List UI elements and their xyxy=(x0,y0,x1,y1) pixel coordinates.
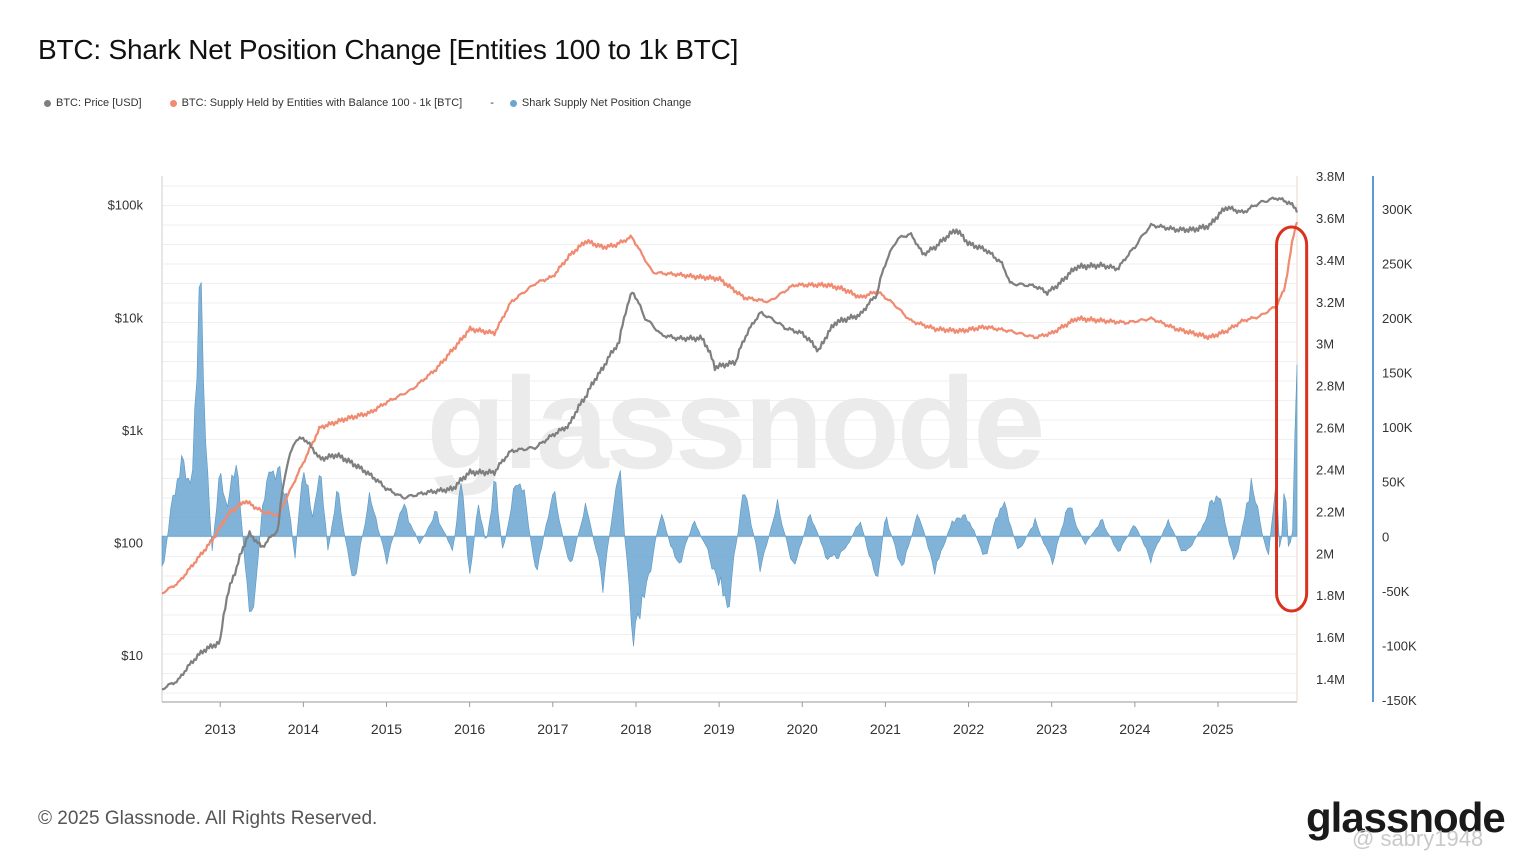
right-axis-1-tick-label: 1.4M xyxy=(1316,672,1345,687)
x-axis-tick-label: 2018 xyxy=(620,721,651,737)
legend-separator: - xyxy=(490,97,494,109)
legend-dot-netpos xyxy=(509,99,517,107)
legend-item-netpos[interactable]: Shark Supply Net Position Change xyxy=(509,97,692,109)
right-axis-1-tick-label: 2.4M xyxy=(1316,462,1345,477)
right-axis-2-tick-label: 50K xyxy=(1382,475,1405,490)
legend-label-price: BTC: Price [USD] xyxy=(56,97,142,109)
x-axis-tick-label: 2021 xyxy=(870,721,901,737)
right-axis-1-tick-label: 1.6M xyxy=(1316,630,1345,645)
x-axis-tick-label: 2022 xyxy=(953,721,984,737)
legend-item-supply[interactable]: BTC: Supply Held by Entities with Balanc… xyxy=(169,97,463,109)
right-axis-1-tick-label: 2.6M xyxy=(1316,421,1345,436)
legend-label-netpos: Shark Supply Net Position Change xyxy=(521,97,692,109)
x-axis-tick-label: 2023 xyxy=(1036,721,1067,737)
right-axis-2-tick-label: 300K xyxy=(1382,202,1413,217)
x-axis-tick-label: 2016 xyxy=(454,721,485,737)
left-axis-tick-label: $10 xyxy=(121,648,143,663)
chart-title: BTC: Shark Net Position Change [Entities… xyxy=(38,34,739,65)
legend-label-supply: BTC: Supply Held by Entities with Balanc… xyxy=(181,97,463,109)
copyright-footer: © 2025 Glassnode. All Rights Reserved. xyxy=(38,808,378,829)
right-axis-2-tick-label: -150K xyxy=(1382,693,1417,708)
user-watermark: @ sabry1948 xyxy=(1352,826,1484,851)
right-axis-2-tick-label: 250K xyxy=(1382,256,1413,271)
right-axis-1-tick-label: 3.4M xyxy=(1316,253,1345,268)
right-axis-2-tick-label: -50K xyxy=(1382,584,1410,599)
right-axis-1-tick-label: 1.8M xyxy=(1316,588,1345,603)
x-axis-tick-label: 2024 xyxy=(1119,721,1150,737)
right-axis-1-tick-label: 2.2M xyxy=(1316,504,1345,519)
x-axis-tick-label: 2019 xyxy=(704,721,735,737)
right-axis-2-tick-label: -100K xyxy=(1382,638,1417,653)
x-axis-tick-label: 2020 xyxy=(787,721,818,737)
right-axis-1-tick-label: 3.2M xyxy=(1316,295,1345,310)
x-axis-tick-label: 2015 xyxy=(371,721,402,737)
right-axis-2-tick-label: 150K xyxy=(1382,366,1413,381)
x-axis-tick-label: 2013 xyxy=(205,721,236,737)
right-axis-2-tick-label: 100K xyxy=(1382,420,1413,435)
left-axis-tick-label: $1k xyxy=(122,423,143,438)
series-netpos-area xyxy=(161,282,1298,647)
series-price-line xyxy=(161,196,1299,691)
legend-dot-price xyxy=(44,99,51,107)
highlight-annotation xyxy=(1275,225,1309,613)
legend: BTC: Price [USD] BTC: Supply Held by Ent… xyxy=(44,97,719,109)
right-axis-1-tick-label: 2M xyxy=(1316,546,1334,561)
series-supply-line xyxy=(161,221,1299,595)
right-axis-1-tick-label: 3.6M xyxy=(1316,211,1345,226)
legend-dot-supply xyxy=(169,99,177,107)
right-axis-1-tick-label: 2.8M xyxy=(1316,379,1345,394)
left-axis-tick-label: $10k xyxy=(115,310,144,325)
left-axis-tick-label: $100 xyxy=(114,536,143,551)
right-axis-2-tick-label: 0 xyxy=(1382,529,1389,544)
brand-logo: glassnode xyxy=(1306,794,1506,841)
x-axis-tick-label: 2025 xyxy=(1202,721,1233,737)
watermark-glassnode: glassnode xyxy=(427,350,1043,496)
left-axis-tick-label: $100k xyxy=(108,198,144,213)
x-axis-tick-label: 2017 xyxy=(537,721,568,737)
right-axis-1-tick-label: 3M xyxy=(1316,337,1334,352)
legend-item-price[interactable]: BTC: Price [USD] xyxy=(44,97,142,109)
right-axis-1-tick-label: 3.8M xyxy=(1316,169,1345,184)
x-axis-tick-label: 2014 xyxy=(288,721,319,737)
right-axis-2-tick-label: 200K xyxy=(1382,311,1413,326)
